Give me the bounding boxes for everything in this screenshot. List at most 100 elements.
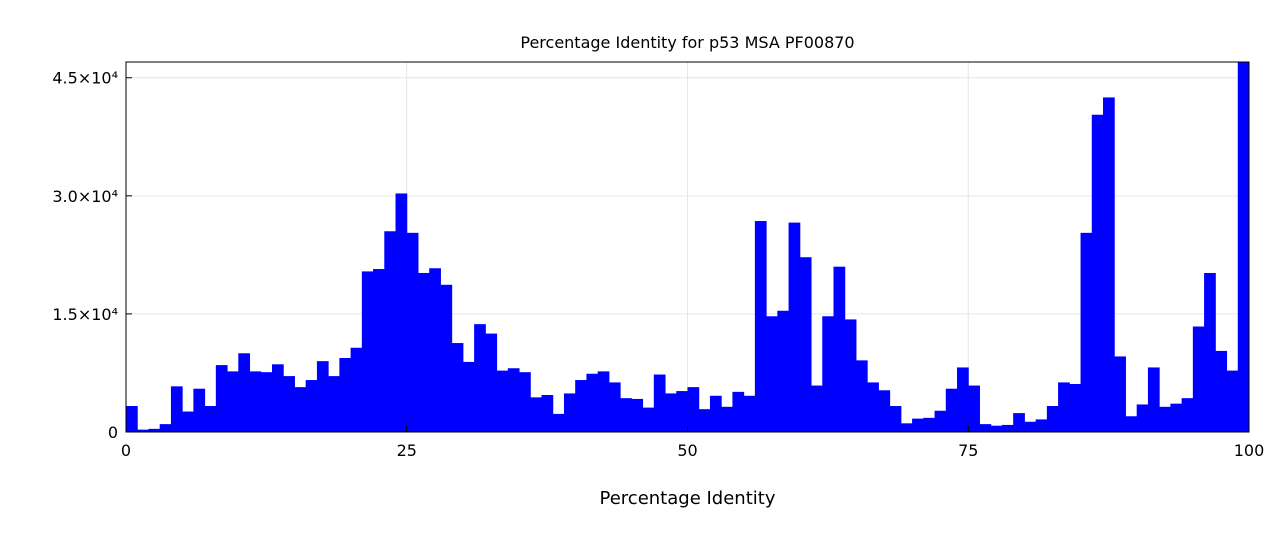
histogram-bar xyxy=(159,424,172,432)
histogram-bar xyxy=(1114,356,1126,432)
histogram-bar xyxy=(1170,403,1183,432)
histogram-bar xyxy=(462,361,475,432)
histogram-bar xyxy=(788,222,801,432)
histogram-bar xyxy=(957,367,969,432)
histogram-bar xyxy=(1013,413,1025,432)
histogram-bar xyxy=(238,353,251,432)
histogram-bar xyxy=(653,374,666,432)
histogram-bar xyxy=(799,257,812,432)
histogram-bar xyxy=(339,358,352,432)
histogram-bar xyxy=(597,371,610,432)
histogram-bar xyxy=(283,376,295,432)
y-tick-label: 3.0×10⁴ xyxy=(52,187,118,206)
histogram-bar xyxy=(665,393,677,432)
histogram-bar xyxy=(1035,419,1048,432)
histogram-bar xyxy=(485,333,498,432)
histogram-bar xyxy=(1103,97,1115,432)
histogram-bar xyxy=(429,268,441,432)
histogram-bar xyxy=(889,406,902,432)
histogram-bar xyxy=(541,395,554,432)
histogram-bar xyxy=(1125,416,1138,432)
histogram-bar xyxy=(1069,383,1082,432)
histogram-bar xyxy=(126,406,138,432)
histogram-bar xyxy=(1192,326,1205,432)
histogram-bar xyxy=(586,373,599,432)
x-tick-label: 50 xyxy=(677,441,697,460)
histogram-bar xyxy=(215,365,228,432)
y-tick-label: 4.5×10⁴ xyxy=(52,69,118,88)
histogram-bar xyxy=(148,428,161,432)
histogram-bar xyxy=(698,409,711,432)
histogram-bar xyxy=(766,316,778,432)
histogram-bar xyxy=(844,319,857,432)
histogram-bar xyxy=(754,221,767,432)
histogram-bar xyxy=(620,398,632,432)
histogram-bar xyxy=(867,382,879,432)
histogram-bar xyxy=(507,368,520,432)
histogram-bar xyxy=(373,269,385,432)
x-tick-label: 0 xyxy=(121,441,131,460)
histogram-bar xyxy=(934,410,947,432)
histogram-bar xyxy=(631,398,644,432)
histogram-bar xyxy=(204,406,217,432)
histogram-bar xyxy=(440,284,453,432)
histogram-bar xyxy=(709,395,722,432)
histogram-bar xyxy=(328,376,340,432)
histogram-bar xyxy=(1091,114,1104,432)
histogram-bar xyxy=(170,386,183,432)
histogram-bar xyxy=(137,429,149,432)
y-tick-label: 1.5×10⁴ xyxy=(52,305,118,324)
histogram-bar xyxy=(552,413,565,432)
histogram-bar xyxy=(563,393,576,432)
histogram-bar xyxy=(923,417,936,432)
histogram-bar xyxy=(979,424,992,432)
histogram-bar xyxy=(1080,232,1093,432)
histogram-bar xyxy=(1215,350,1228,432)
histogram-bar xyxy=(912,418,924,432)
histogram-bar xyxy=(945,388,958,432)
histogram-bar xyxy=(1159,406,1171,432)
histogram-bar xyxy=(822,316,834,432)
histogram-bar xyxy=(608,382,621,432)
histogram-bar xyxy=(305,380,318,432)
histogram-bar xyxy=(474,324,486,432)
histogram-bar xyxy=(294,387,307,432)
histogram-bar xyxy=(1237,62,1250,432)
histogram-bar xyxy=(676,391,688,432)
chart-title: Percentage Identity for p53 MSA PF00870 xyxy=(520,33,854,52)
histogram-bar xyxy=(878,390,891,432)
x-tick-label: 100 xyxy=(1234,441,1265,460)
histogram-bar xyxy=(417,272,430,432)
histogram-bar xyxy=(1136,404,1149,432)
histogram-bar xyxy=(406,232,419,432)
histogram-bar xyxy=(496,370,509,432)
histogram-bars xyxy=(126,62,1250,432)
histogram-bar xyxy=(395,193,408,432)
histogram-bar xyxy=(193,388,206,432)
histogram-bar xyxy=(1046,406,1059,432)
histogram-bar xyxy=(260,372,273,432)
histogram-bar xyxy=(833,266,846,432)
histogram-bar xyxy=(271,364,284,432)
histogram-bar xyxy=(900,423,913,432)
histogram-bar xyxy=(811,385,823,432)
histogram-bar xyxy=(1204,272,1216,432)
histogram-bar xyxy=(384,231,397,432)
histogram-bar xyxy=(227,371,239,432)
x-tick-label: 25 xyxy=(397,441,417,460)
histogram-bar xyxy=(990,425,1003,432)
x-tick-label: 75 xyxy=(958,441,978,460)
histogram-bar xyxy=(732,391,745,432)
histogram-bar xyxy=(361,271,374,432)
axis-ticks: 0 25 50 75 100 0 1.5×10⁴ 3.0×10⁴ 4.5×10⁴ xyxy=(52,69,1264,460)
histogram-bar xyxy=(249,371,262,432)
histogram-bar xyxy=(855,360,868,432)
histogram-bar xyxy=(316,361,329,432)
histogram-bar xyxy=(687,387,700,432)
histogram-bar xyxy=(721,406,733,432)
histogram-bar xyxy=(1181,398,1194,432)
histogram-bar xyxy=(1058,382,1070,432)
histogram-bar xyxy=(182,411,194,432)
histogram-bar xyxy=(1226,370,1239,432)
